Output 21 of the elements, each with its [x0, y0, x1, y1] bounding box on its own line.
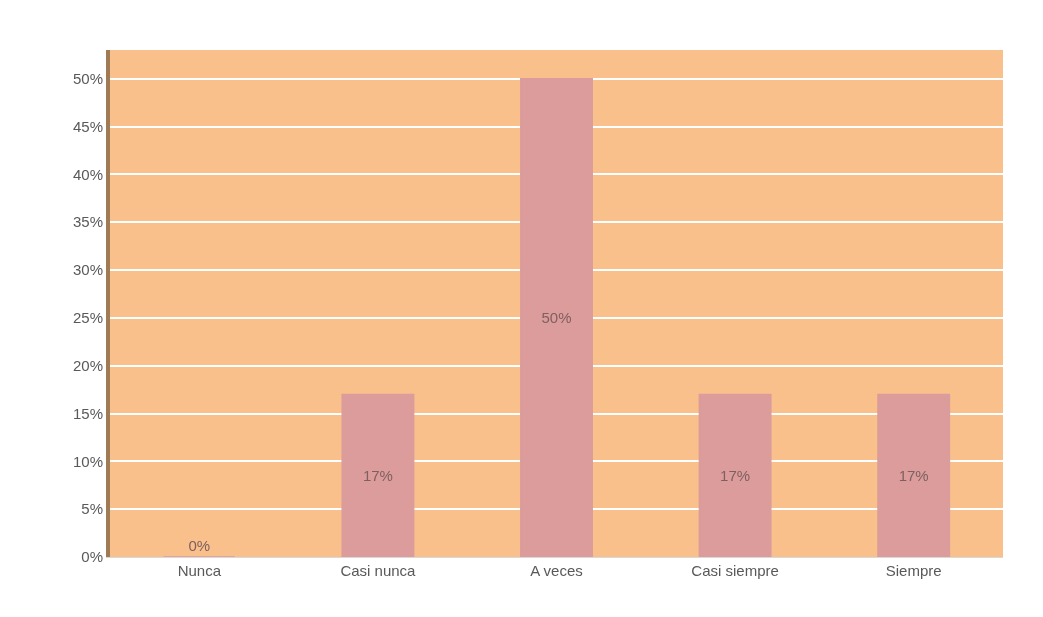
y-tick-label: 40%: [72, 165, 103, 183]
data-label: 50%: [541, 309, 572, 327]
x-tick-label: Nunca: [177, 562, 222, 579]
y-tick-label: 15%: [72, 404, 103, 422]
y-tick-label: 50%: [72, 69, 103, 87]
data-label: 17%: [362, 467, 393, 485]
y-tick-label: 25%: [72, 309, 103, 327]
x-tick-label: Casi siempre: [691, 562, 779, 579]
y-tick-label: 0%: [81, 548, 103, 566]
data-label: 17%: [898, 467, 929, 485]
y-tick-label: 35%: [72, 213, 103, 231]
y-tick-label: 45%: [72, 117, 103, 135]
data-label: 0%: [188, 537, 211, 554]
x-tick-label: Siempre: [885, 562, 942, 579]
y-tick-label: 20%: [72, 356, 103, 374]
x-tick-label: A veces: [530, 562, 583, 579]
y-tick-label: 30%: [72, 261, 103, 279]
y-tick-label: 10%: [72, 452, 103, 470]
data-label: 17%: [720, 467, 751, 485]
y-tick-label: 5%: [81, 500, 103, 518]
x-tick-label: Casi nunca: [340, 562, 417, 579]
